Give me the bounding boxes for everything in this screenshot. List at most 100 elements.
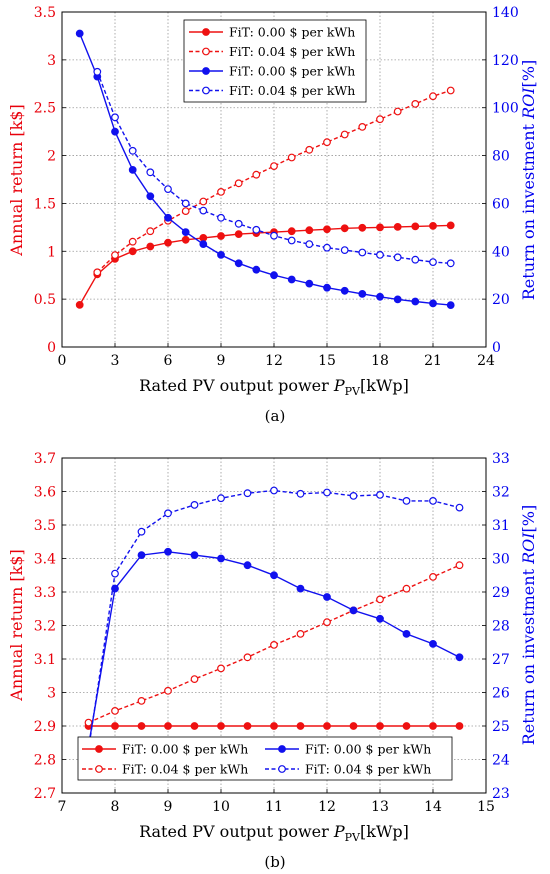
data-point — [217, 187, 225, 196]
data-point — [270, 162, 278, 171]
legend-marker — [202, 28, 210, 36]
data-point — [181, 207, 190, 216]
legend-label: FiT: 0.04 $ per kWh — [229, 83, 355, 98]
data-point — [411, 99, 420, 108]
data-point — [270, 486, 278, 495]
chart-b-ticks: 7 8 9 10 11 12 13 14 15 2.7 2.8 2.9 3 3.1 3.2 3.3 3.4 3.5… — [34, 451, 510, 815]
data-point — [287, 275, 296, 284]
data-point — [305, 240, 314, 249]
data-point — [455, 503, 464, 512]
data-point — [296, 630, 305, 638]
data-point — [411, 255, 420, 264]
chart-a-left-axis-title: Annual return [k$] — [7, 104, 26, 256]
series-line — [79, 224, 451, 306]
data-point — [455, 653, 464, 662]
chart-b-legend: FiT: 0.00 $ per kWh FiT: 0.00 $ per kWh Fi… — [77, 736, 453, 781]
data-point — [270, 722, 278, 730]
chart-b-right-axis-title: Return on investment ROI[%] — [519, 505, 538, 746]
chart-b-caption: (b) — [264, 853, 285, 871]
data-point — [455, 722, 464, 730]
series-0-left — [75, 221, 455, 309]
data-point — [376, 223, 384, 232]
right-tick-label: 100 — [492, 101, 519, 117]
x-tick-label: 0 — [58, 353, 67, 369]
data-point — [340, 286, 349, 295]
data-point — [137, 551, 146, 559]
data-point — [128, 146, 137, 155]
chart-a-right-axis-title: Return on investment ROI[%] — [519, 60, 538, 301]
data-point — [111, 113, 119, 122]
left-tick-label: 0 — [47, 340, 56, 356]
data-point — [217, 722, 225, 730]
chart-a: 0 3 6 9 12 15 18 21 2400.511.522.533.50204060801… — [7, 5, 538, 425]
left-tick-label: 3.5 — [34, 5, 56, 21]
left-tick-label: 0.5 — [34, 292, 56, 308]
data-point — [199, 206, 208, 215]
data-point — [164, 722, 172, 730]
data-point — [128, 165, 137, 174]
legend-marker — [95, 745, 103, 753]
legend-marker — [202, 86, 210, 95]
legend-label: FiT: 0.00 $ per kWh — [122, 742, 248, 757]
data-point — [111, 569, 119, 578]
data-point — [287, 236, 296, 245]
data-point — [111, 251, 119, 260]
data-point — [376, 292, 384, 301]
data-point — [393, 107, 402, 116]
data-point — [270, 231, 278, 240]
data-point — [446, 221, 455, 230]
legend-label: FiT: 0.04 $ per kWh — [122, 762, 248, 777]
data-point — [402, 722, 411, 730]
data-point — [243, 653, 252, 662]
data-point — [446, 259, 455, 268]
legend-entry: FiT: 0.00 $ per kWh — [189, 25, 355, 40]
series-3-right — [93, 67, 455, 268]
data-point — [411, 222, 420, 231]
data-point — [349, 722, 358, 730]
data-point — [402, 497, 411, 505]
right-tick-label: 140 — [492, 5, 519, 21]
data-point — [270, 571, 278, 580]
data-point — [358, 290, 367, 298]
chart-b-series — [84, 486, 464, 754]
data-point — [349, 492, 358, 500]
data-point — [455, 561, 464, 570]
data-point — [296, 489, 305, 498]
legend-label: FiT: 0.00 $ per kWh — [305, 742, 431, 757]
x-tick-label: 11 — [265, 799, 283, 815]
left-tick-label: 3 — [47, 686, 56, 702]
data-point — [243, 561, 252, 570]
data-point — [323, 722, 331, 730]
data-point — [137, 527, 146, 536]
left-tick-label: 3 — [47, 53, 56, 69]
x-tick-label: 14 — [424, 799, 442, 815]
data-point — [190, 501, 199, 509]
legend-label: FiT: 0.00 $ per kWh — [229, 64, 355, 79]
right-tick-label: 30 — [492, 552, 510, 568]
x-tick-label: 12 — [318, 799, 336, 815]
data-point — [252, 225, 261, 234]
data-point — [358, 223, 367, 232]
x-tick-label: 21 — [424, 353, 442, 369]
data-point — [217, 232, 225, 240]
chart-a-series — [75, 29, 455, 310]
data-point — [429, 573, 437, 581]
left-tick-label: 1.5 — [34, 196, 56, 212]
data-point — [429, 640, 437, 648]
left-tick-label: 3.6 — [34, 485, 56, 501]
data-point — [164, 213, 172, 222]
data-point — [234, 230, 243, 239]
series-line — [88, 564, 460, 724]
x-tick-label: 24 — [477, 353, 495, 369]
chart-b-left-axis-title: Annual return [k$] — [7, 549, 26, 701]
data-point — [323, 618, 331, 627]
data-point — [376, 722, 384, 730]
chart-a-ticks: 0 3 6 9 12 15 18 21 2400.511.522.533.50204060801… — [34, 5, 519, 369]
right-tick-label: 80 — [492, 149, 510, 165]
x-tick-label: 9 — [164, 799, 173, 815]
data-point — [393, 253, 402, 262]
data-point — [376, 250, 384, 259]
data-point — [376, 115, 384, 124]
right-tick-label: 25 — [492, 719, 510, 735]
